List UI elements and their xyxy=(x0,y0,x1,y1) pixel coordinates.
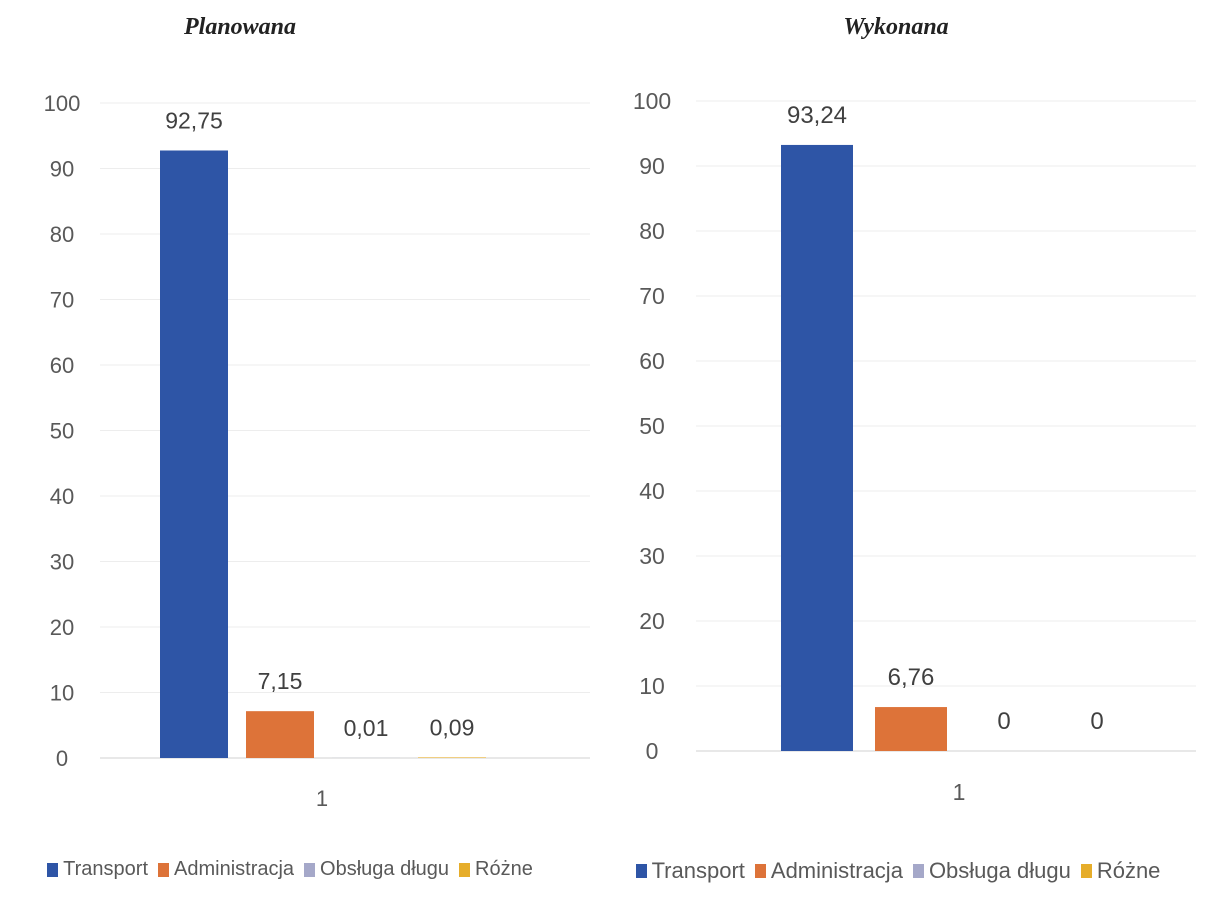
bar-r-ne xyxy=(418,757,486,758)
legend-item: Różne xyxy=(459,858,533,881)
legend-item: Obsługa długu xyxy=(912,858,1071,884)
y-tick-label: 50 xyxy=(50,419,74,444)
legend-swatch xyxy=(459,862,471,877)
y-tick-label: 30 xyxy=(50,550,74,575)
chart-legend: Transport Administracja Obsługa długu Różne xyxy=(598,858,1198,884)
y-tick-label: 60 xyxy=(639,348,665,374)
legend-item: Transport xyxy=(635,858,745,884)
legend-item: Administracja xyxy=(754,858,903,884)
bar-transport xyxy=(781,144,853,751)
legend-item: Różne xyxy=(1080,858,1161,884)
data-label: 92,75 xyxy=(165,107,223,133)
y-tick-label: 0 xyxy=(56,746,68,771)
legend-label: Obsługa długu xyxy=(320,858,450,880)
legend-label: Transport xyxy=(651,858,745,883)
y-tick-label: 20 xyxy=(50,615,74,640)
data-label: 6,76 xyxy=(888,664,935,691)
y-tick-label: 40 xyxy=(639,478,665,504)
legend-label: Różne xyxy=(475,858,533,880)
x-category-label: 1 xyxy=(953,779,966,805)
y-tick-label: 30 xyxy=(639,543,665,569)
data-label: 0,09 xyxy=(430,714,475,740)
y-tick-label: 70 xyxy=(50,288,74,313)
data-label: 0 xyxy=(997,708,1010,735)
legend-swatch xyxy=(47,862,59,877)
y-tick-label: 70 xyxy=(639,283,665,309)
y-tick-label: 60 xyxy=(50,353,74,378)
y-tick-label: 90 xyxy=(639,153,665,179)
bar-transport xyxy=(160,150,228,759)
chart-plot-area: 0 10 20 30 40 50 60 70 80 90 100 92,75 7,15 0,01 0,09 1 xyxy=(44,91,590,811)
legend-item: Administracja xyxy=(158,858,294,881)
legend-swatch xyxy=(1080,864,1092,878)
legend-label: Administracja xyxy=(770,858,903,883)
y-tick-label: 20 xyxy=(639,608,665,634)
chart-legend: Transport Administracja Obsługa długu Różne xyxy=(0,858,590,881)
chart-wykonana: Wykonana 0 10 20 30 40 50 60 70 80 90 100 93,24 6,76… xyxy=(606,0,1206,916)
data-label: 93,24 xyxy=(787,102,847,129)
y-tick-label: 100 xyxy=(44,91,81,116)
y-tick-label: 40 xyxy=(50,484,74,509)
legend-item: Transport xyxy=(47,858,148,881)
legend-label: Transport xyxy=(63,858,148,880)
legend-swatch xyxy=(754,864,766,878)
y-tick-label: 100 xyxy=(633,88,671,114)
data-label: 7,15 xyxy=(258,668,303,694)
x-category-label: 1 xyxy=(316,786,328,811)
legend-label: Obsługa długu xyxy=(928,858,1071,883)
legend-swatch xyxy=(912,864,924,878)
bar-administracja xyxy=(875,707,947,751)
chart-plot-area: 0 10 20 30 40 50 60 70 80 90 100 93,24 6,76 0 0 1 xyxy=(633,88,1196,805)
data-label: 0,01 xyxy=(344,715,389,741)
y-tick-label: 0 xyxy=(646,738,659,764)
y-tick-label: 80 xyxy=(639,218,665,244)
chart-title: Wykonana xyxy=(843,14,949,40)
legend-swatch xyxy=(158,862,169,877)
y-tick-label: 10 xyxy=(639,673,665,699)
bar-administracja xyxy=(246,711,314,758)
legend-swatch xyxy=(635,864,647,878)
y-tick-label: 50 xyxy=(639,413,665,439)
legend-label: Administracja xyxy=(174,858,295,880)
legend-swatch xyxy=(304,862,316,877)
data-label: 0 xyxy=(1090,708,1103,735)
y-tick-label: 10 xyxy=(50,681,74,706)
chart-planowana: Planowana 0 10 20 30 40 50 60 70 80 90 100 92,75 7,1… xyxy=(0,0,600,916)
y-tick-label: 90 xyxy=(50,157,74,182)
legend-item: Obsługa długu xyxy=(304,858,449,881)
legend-label: Różne xyxy=(1096,858,1161,883)
chart-title: Planowana xyxy=(183,14,297,40)
y-tick-label: 80 xyxy=(50,222,74,247)
